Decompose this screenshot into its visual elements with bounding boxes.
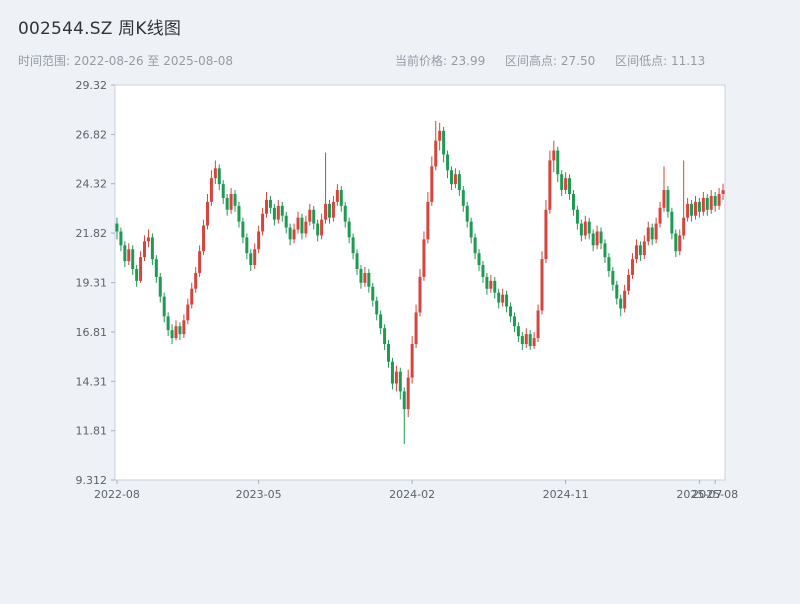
range-low-label: 区间低点: 11.13 [615,54,706,68]
svg-text:2024-02: 2024-02 [389,488,435,501]
svg-text:11.81: 11.81 [76,425,108,438]
svg-text:9.312: 9.312 [76,474,108,487]
svg-text:2024-11: 2024-11 [543,488,589,501]
svg-text:2025-07: 2025-07 [676,488,722,501]
chart-area: 29.32 26.82 24.32 21.82 19.31 16.81 14.31 11.81… [0,70,800,600]
svg-text:14.31: 14.31 [76,375,108,388]
svg-text:2022-08: 2022-08 [94,488,140,501]
svg-text:24.32: 24.32 [76,178,108,191]
subheader: 时间范围: 2022-08-26 至 2025-08-08 当前价格: 23.9… [0,52,800,70]
candlestick-chart: 29.32 26.82 24.32 21.82 19.31 16.81 14.31 11.81… [76,79,739,501]
stats-row: 当前价格: 23.99 区间高点: 27.50 区间低点: 11.13 [395,52,721,69]
svg-text:29.32: 29.32 [76,79,108,92]
page-title: 002544.SZ 周K线图 [18,19,182,39]
x-axis: 2022-08 2023-05 2024-02 2024-11 2025-072025-… [94,480,738,501]
svg-text:21.82: 21.82 [76,227,108,240]
current-price-label: 当前价格: 23.99 [395,54,486,68]
y-axis: 29.32 26.82 24.32 21.82 19.31 16.81 14.31 11.81… [76,79,115,487]
svg-text:19.31: 19.31 [76,277,108,290]
candles-group [115,120,725,445]
svg-text:26.82: 26.82 [76,128,108,141]
svg-text:2025-08: 2025-08 [692,488,738,501]
range-high-label: 区间高点: 27.50 [505,54,596,68]
svg-text:16.81: 16.81 [76,326,108,339]
time-range-label: 时间范围: 2022-08-26 至 2025-08-08 [18,54,233,68]
svg-text:2023-05: 2023-05 [236,488,282,501]
